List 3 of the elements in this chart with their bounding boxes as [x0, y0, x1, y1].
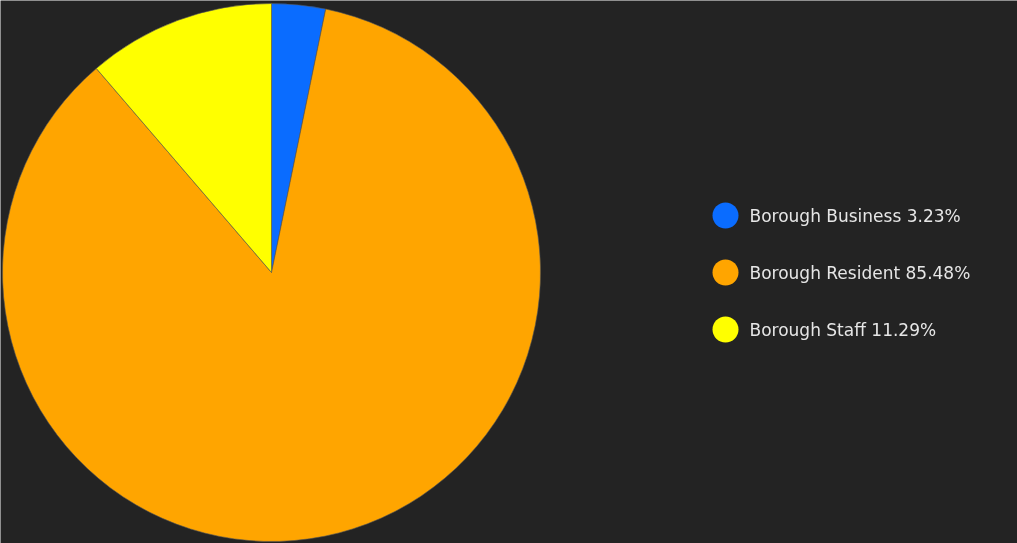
legend-label: Borough Staff 11.29% — [749, 319, 937, 340]
legend-label: Borough Business 3.23% — [749, 205, 961, 226]
legend-label: Borough Resident 85.48% — [749, 262, 971, 283]
